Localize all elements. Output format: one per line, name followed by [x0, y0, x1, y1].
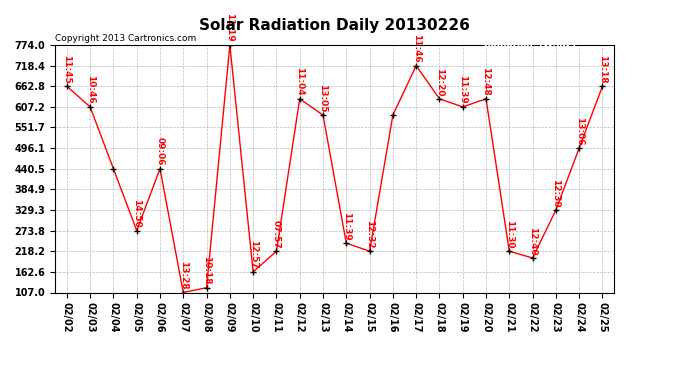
Text: 12:48: 12:48: [482, 67, 491, 96]
Text: 12:57: 12:57: [248, 240, 257, 269]
Text: 13:18: 13:18: [598, 55, 607, 84]
Text: Copyright 2013 Cartronics.com: Copyright 2013 Cartronics.com: [55, 33, 197, 42]
Text: 11:45: 11:45: [62, 55, 71, 84]
Text: 11:39: 11:39: [342, 211, 351, 240]
Text: 12:30: 12:30: [551, 179, 560, 207]
Text: 13:06: 13:06: [575, 117, 584, 146]
Text: 10:18: 10:18: [202, 256, 211, 285]
Text: 07:57: 07:57: [272, 220, 281, 249]
Text: 12:40: 12:40: [528, 226, 537, 255]
Text: 11:30: 11:30: [505, 220, 514, 249]
Text: 10:46: 10:46: [86, 75, 95, 104]
Title: Solar Radiation Daily 20130226: Solar Radiation Daily 20130226: [199, 18, 470, 33]
Text: 11:04: 11:04: [295, 68, 304, 96]
Text: 11:39: 11:39: [458, 75, 467, 104]
Text: 12:32: 12:32: [365, 220, 374, 249]
Text: 12:20: 12:20: [435, 68, 444, 96]
Text: 13:28: 13:28: [179, 261, 188, 290]
Text: 11:46: 11:46: [412, 34, 421, 63]
Text: 11:19: 11:19: [226, 13, 235, 42]
Text: 14:50: 14:50: [132, 199, 141, 228]
Text: 09:06: 09:06: [155, 138, 164, 166]
Text: 13:05: 13:05: [319, 84, 328, 112]
